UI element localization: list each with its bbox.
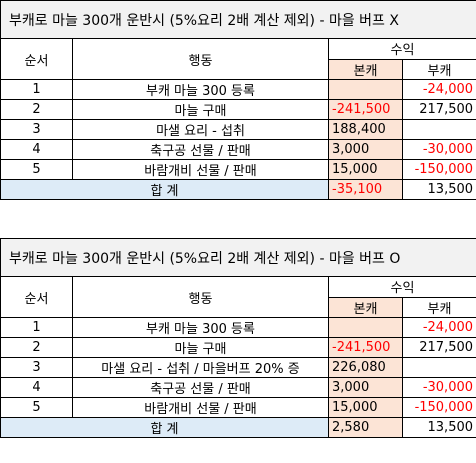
table-title: 부캐로 마늘 300개 운반시 (5%요리 2배 계산 제외) - 마을 버프 … (0, 0, 476, 39)
header-revenue: 수익 (327, 276, 476, 298)
row-action: 마샐 요리 - 섭취 / 마을버프 20% 증 (72, 357, 329, 378)
row-sub: 217,500 (401, 337, 476, 358)
row-sub (401, 119, 476, 140)
row-sub: -24,000 (401, 317, 476, 338)
table-row: 3 마샐 요리 - 섭취 188,400 (0, 119, 476, 140)
header-main: 본캐 (328, 296, 403, 318)
row-sub: -30,000 (401, 377, 476, 398)
table-row: 2 마늘 구매 -241,500 217,500 (0, 99, 476, 120)
table-row: 5 바람개비 선물 / 판매 15,000 -150,000 (0, 397, 476, 418)
row-action: 부캐 마늘 300 등록 (72, 317, 329, 338)
table-row: 4 축구공 선물 / 판매 3,000 -30,000 (0, 377, 476, 398)
header-sub: 부캐 (401, 58, 476, 80)
total-main: 2,580 (328, 417, 403, 438)
table-row: 1 부캐 마늘 300 등록 -24,000 (0, 79, 476, 100)
table-title: 부캐로 마늘 300개 운반시 (5%요리 2배 계산 제외) - 마을 버프 … (0, 238, 476, 277)
row-main: 15,000 (328, 397, 403, 418)
row-sub: 217,500 (401, 99, 476, 120)
row-sub: -24,000 (401, 79, 476, 100)
row-order: 5 (0, 397, 73, 418)
row-sub: -30,000 (401, 139, 476, 160)
table-row: 1 부캐 마늘 300 등록 -24,000 (0, 317, 476, 338)
table-row: 2 마늘 구매 -241,500 217,500 (0, 337, 476, 358)
row-sub: -150,000 (401, 397, 476, 418)
row-main (328, 79, 403, 100)
row-main: -241,500 (328, 99, 403, 120)
header-main: 본캐 (328, 58, 403, 80)
row-main: 3,000 (328, 139, 403, 160)
row-sub (401, 357, 476, 378)
header-sub: 부캐 (401, 296, 476, 318)
row-action: 바람개비 선물 / 판매 (72, 159, 329, 180)
row-order: 5 (0, 159, 73, 180)
total-row: 합 계 -35,100 13,500 (0, 179, 476, 200)
table-row: 5 바람개비 선물 / 판매 15,000 -150,000 (0, 159, 476, 180)
row-action: 부캐 마늘 300 등록 (72, 79, 329, 100)
header-order: 순서 (0, 276, 73, 318)
header-action: 행동 (72, 276, 329, 318)
table-row: 3 마샐 요리 - 섭취 / 마을버프 20% 증 226,080 (0, 357, 476, 378)
row-action: 바람개비 선물 / 판매 (72, 397, 329, 418)
row-order: 3 (0, 119, 73, 140)
table-row: 4 축구공 선물 / 판매 3,000 -30,000 (0, 139, 476, 160)
row-order: 2 (0, 99, 73, 120)
row-order: 4 (0, 139, 73, 160)
header-revenue: 수익 (327, 38, 476, 60)
row-order: 4 (0, 377, 73, 398)
total-label: 합 계 (0, 179, 329, 200)
row-action: 마늘 구매 (72, 99, 329, 120)
row-order: 3 (0, 357, 73, 378)
total-row: 합 계 2,580 13,500 (0, 417, 476, 438)
row-order: 2 (0, 337, 73, 358)
row-order: 1 (0, 79, 73, 100)
profit-table-no-buff: 부캐로 마늘 300개 운반시 (5%요리 2배 계산 제외) - 마을 버프 … (0, 0, 476, 200)
row-main: 15,000 (328, 159, 403, 180)
total-main: -35,100 (328, 179, 403, 200)
header-action: 행동 (72, 38, 329, 80)
header-order: 순서 (0, 38, 73, 80)
row-main: 3,000 (328, 377, 403, 398)
row-main: -241,500 (328, 337, 403, 358)
total-sub: 13,500 (401, 417, 476, 438)
row-action: 축구공 선물 / 판매 (72, 377, 329, 398)
row-sub: -150,000 (401, 159, 476, 180)
profit-table-with-buff: 부캐로 마늘 300개 운반시 (5%요리 2배 계산 제외) - 마을 버프 … (0, 238, 476, 438)
row-action: 축구공 선물 / 판매 (72, 139, 329, 160)
row-action: 마늘 구매 (72, 337, 329, 358)
total-sub: 13,500 (401, 179, 476, 200)
row-main: 188,400 (328, 119, 403, 140)
total-label: 합 계 (0, 417, 329, 438)
row-order: 1 (0, 317, 73, 338)
row-main: 226,080 (328, 357, 403, 378)
row-main (328, 317, 403, 338)
row-action: 마샐 요리 - 섭취 (72, 119, 329, 140)
